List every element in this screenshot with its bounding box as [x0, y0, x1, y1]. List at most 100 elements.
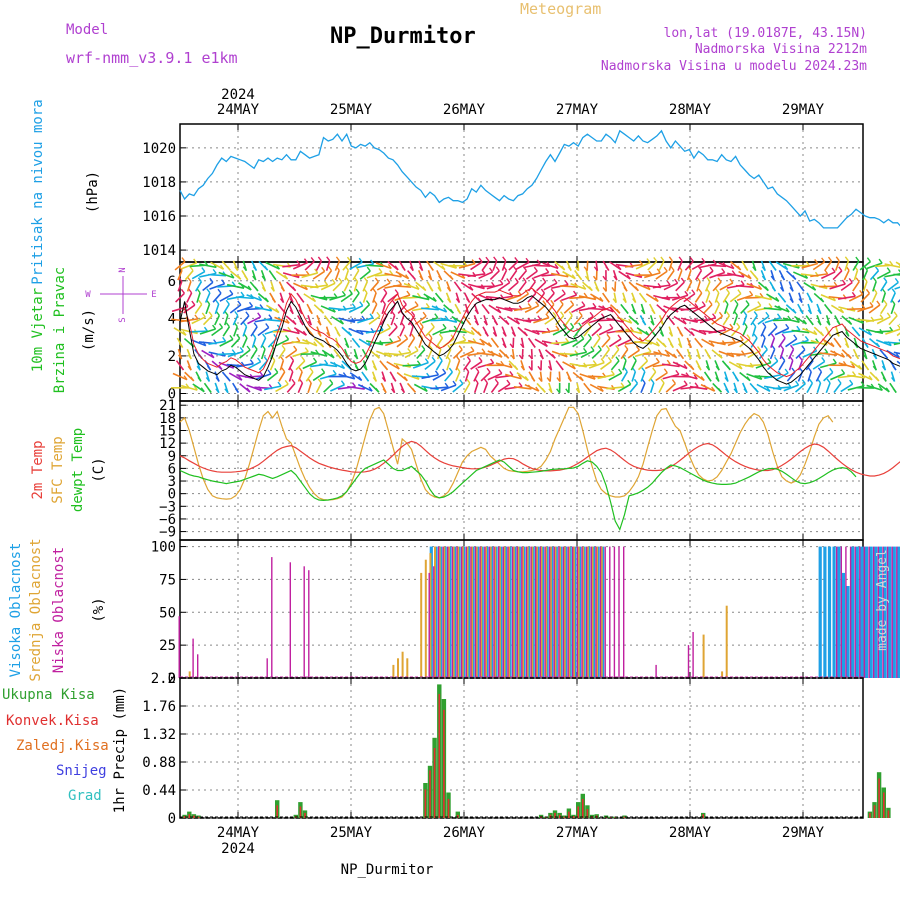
- wind-barb-head: [579, 276, 582, 280]
- cloud-bar-low: [692, 632, 693, 678]
- wind-barb-head: [482, 349, 485, 353]
- cloud-bar-low: [623, 547, 624, 678]
- wind-barb: [480, 339, 492, 347]
- cloud-bar-high: [856, 547, 859, 678]
- wind-barb: [834, 383, 841, 392]
- bottom-date-label: 29MAY: [782, 825, 825, 841]
- wind-barb: [831, 305, 843, 312]
- wind-barb: [695, 293, 701, 302]
- wind-barb-head: [408, 348, 411, 352]
- wind-barb-head: [794, 335, 797, 339]
- wind-barb-head: [377, 312, 380, 316]
- precip-ytick-label: 1.32: [142, 727, 176, 743]
- wind-barb-head: [258, 313, 261, 317]
- wind-barb: [369, 316, 380, 324]
- cloud-bar-low: [452, 547, 453, 678]
- wind-barb: [743, 327, 747, 337]
- wind-barb: [612, 349, 619, 358]
- wind-barb-head: [842, 370, 845, 374]
- wind-barb-head: [661, 379, 664, 383]
- wind-barb-head: [292, 379, 295, 383]
- wind-barb-head: [679, 257, 682, 261]
- wind-barb-head: [845, 257, 848, 261]
- pressure-ytick-label: 1014: [142, 243, 176, 259]
- wind-barb: [325, 271, 332, 280]
- wind-barb-head: [314, 358, 317, 362]
- cloud-bar-low: [618, 547, 619, 678]
- cloud-bar-low: [600, 547, 601, 678]
- wind-barb: [240, 350, 251, 358]
- wind-barb-head: [579, 312, 582, 316]
- precip-legend-snow: Snijeg: [56, 763, 107, 779]
- wind-barb: [606, 387, 624, 389]
- wind-barb: [251, 349, 257, 358]
- wind-barb-head: [782, 357, 785, 361]
- wind-barb-head: [366, 301, 369, 305]
- wind-barb: [841, 282, 852, 290]
- precip-bar-conv: [434, 748, 436, 818]
- wind-barb-head: [403, 300, 406, 304]
- cloud-bar-low: [517, 547, 518, 678]
- wind-barb-head: [601, 359, 604, 363]
- precip-bar-conv: [568, 812, 570, 818]
- wind-barb: [344, 282, 349, 292]
- pressure-line: [180, 131, 900, 252]
- wind-barb: [656, 271, 667, 279]
- cloud-bar-low: [512, 547, 513, 678]
- top-date-label: 29MAY: [782, 102, 825, 118]
- wind-barb-head: [681, 278, 684, 282]
- wind-barb: [456, 372, 460, 382]
- cloud-bar-low: [526, 547, 527, 678]
- wind-barb-head: [740, 336, 743, 340]
- footer-station: NP_Durmitor: [341, 862, 434, 878]
- cloud-bar-low: [586, 547, 587, 678]
- wind-barb-head: [240, 347, 243, 351]
- wind-barb-head: [285, 380, 288, 384]
- precip-bar-conv: [577, 807, 579, 819]
- wind-barb-head: [467, 379, 470, 383]
- wind-barb: [609, 373, 622, 380]
- wind-barb-head: [685, 291, 688, 295]
- wind-barb: [248, 362, 261, 369]
- wind-barb-head: [226, 323, 229, 327]
- temp-dewpt-label: dewpt Temp: [70, 428, 86, 512]
- wind-barb-head: [299, 368, 302, 372]
- wind-barb-head: [672, 380, 675, 384]
- wind-barb: [279, 372, 285, 381]
- wind-barb: [881, 304, 887, 313]
- wind-barb-head: [758, 347, 761, 351]
- wind-barb-head: [213, 269, 216, 273]
- wind-barb: [433, 373, 446, 380]
- wind-barb: [220, 294, 233, 301]
- wind-barb-head: [341, 381, 344, 385]
- cloud-bar-low: [271, 557, 272, 678]
- cloud-bar-low: [470, 547, 471, 678]
- wind-barb-head: [582, 302, 585, 306]
- wind-barb-head: [367, 267, 370, 271]
- wind-barb-head: [439, 334, 442, 338]
- precip-bar-conv: [564, 817, 566, 818]
- wind-barb-head: [342, 291, 345, 295]
- compass-south: S: [118, 317, 128, 322]
- wind-barb-head: [856, 278, 859, 282]
- wind-barb-head: [546, 314, 549, 318]
- wind-barb-head: [275, 368, 278, 372]
- wind-barb: [659, 383, 664, 393]
- wind-barb-head: [503, 257, 506, 261]
- cloud-bar-mid: [726, 606, 728, 678]
- precip-bar-conv: [443, 710, 445, 818]
- wind-barb-head: [623, 356, 626, 360]
- wind-barb-head: [250, 360, 253, 364]
- cloud-bar-high: [833, 547, 836, 678]
- wind-barb-head: [528, 303, 531, 307]
- cloud-bar-low: [591, 547, 592, 678]
- wind-barb-head: [241, 292, 244, 296]
- wind-barb: [187, 293, 192, 303]
- wind-barb-head: [805, 336, 808, 340]
- wind-barb-head: [182, 258, 185, 262]
- cloud-bar-low: [581, 547, 582, 678]
- wind-barb-head: [423, 312, 426, 316]
- cloud-bar-mid: [402, 652, 404, 678]
- precip-bar-conv: [559, 815, 561, 818]
